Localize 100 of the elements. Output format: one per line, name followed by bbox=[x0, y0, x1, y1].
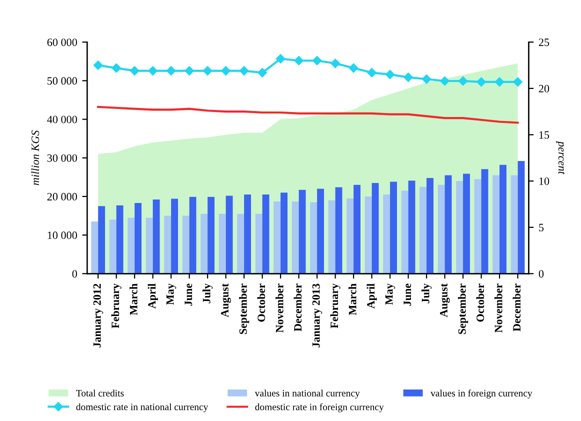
bar bbox=[354, 184, 360, 274]
x-tick-label: August bbox=[440, 283, 450, 318]
legend-label: Total credits bbox=[76, 390, 124, 396]
x-tick-label: February bbox=[111, 283, 122, 328]
bar bbox=[510, 175, 518, 274]
x-tick-label: September bbox=[239, 284, 250, 334]
x-tick-label: July bbox=[202, 283, 213, 304]
x-tick-label: September bbox=[458, 284, 468, 334]
bar bbox=[262, 194, 270, 274]
x-tick-label: June bbox=[184, 284, 192, 306]
y-tick-label: 60 000 bbox=[47, 38, 78, 46]
point bbox=[367, 68, 376, 78]
point bbox=[148, 66, 158, 76]
y2-tick-label: 20 bbox=[538, 84, 550, 92]
bar bbox=[237, 214, 244, 274]
x-tick-label: November bbox=[276, 284, 284, 333]
point bbox=[312, 56, 322, 66]
bar bbox=[317, 188, 324, 274]
bar bbox=[280, 192, 288, 274]
legend-label: values in national currency bbox=[254, 390, 360, 398]
bar bbox=[401, 190, 408, 274]
bar bbox=[364, 196, 372, 274]
point bbox=[513, 77, 522, 87]
line-series bbox=[97, 106, 519, 124]
bar bbox=[189, 196, 196, 274]
y2-tick-label: 25 bbox=[538, 38, 550, 46]
bar bbox=[518, 160, 525, 274]
point bbox=[184, 66, 194, 76]
x-tick-label: February bbox=[330, 283, 340, 328]
bar bbox=[244, 194, 251, 274]
bar bbox=[463, 174, 470, 274]
bar bbox=[481, 169, 488, 274]
bar bbox=[420, 186, 427, 274]
x-tick-label: October bbox=[476, 284, 484, 322]
y2-axis-title: percent bbox=[556, 140, 565, 175]
bar bbox=[426, 178, 434, 274]
point bbox=[404, 72, 413, 82]
x-tick-label: August bbox=[221, 283, 231, 318]
bar bbox=[152, 200, 160, 274]
x-tick-label: June bbox=[404, 284, 412, 306]
bar bbox=[456, 181, 464, 274]
y2-tick-label: 0 bbox=[538, 270, 544, 278]
y-axis-title: million KGS bbox=[31, 130, 40, 186]
bar bbox=[128, 218, 135, 274]
x-tick-label: January 2013 bbox=[312, 284, 322, 348]
y-tick-label: 40 000 bbox=[47, 116, 78, 124]
x-tick-label: November bbox=[494, 284, 502, 333]
bar bbox=[109, 220, 116, 274]
x-tick-label: May bbox=[166, 283, 176, 305]
bar bbox=[292, 201, 299, 274]
y2-tick-label: 15 bbox=[539, 131, 550, 139]
bar bbox=[200, 214, 208, 274]
point bbox=[112, 63, 121, 73]
point bbox=[458, 76, 468, 86]
y-tick-label: 20 000 bbox=[47, 192, 78, 200]
bar bbox=[274, 201, 281, 274]
bar bbox=[383, 194, 390, 274]
y2-tick-label: 10 bbox=[539, 177, 550, 185]
bar bbox=[226, 196, 233, 274]
point bbox=[440, 76, 450, 86]
x-tick-label: May bbox=[385, 283, 396, 305]
x-tick-label: March bbox=[130, 284, 138, 316]
bar bbox=[298, 190, 306, 274]
point bbox=[130, 66, 140, 76]
point bbox=[294, 56, 304, 66]
bar bbox=[310, 202, 318, 274]
bar bbox=[171, 198, 178, 274]
point bbox=[348, 63, 358, 73]
x-tick-label: December bbox=[512, 284, 521, 332]
bar bbox=[218, 214, 226, 274]
x-tick-label: January 2012 bbox=[93, 284, 104, 348]
y-tick-label: 30 000 bbox=[47, 154, 78, 162]
y-tick-label: 50 000 bbox=[48, 77, 78, 85]
bar bbox=[328, 200, 336, 274]
x-tick-label: April bbox=[148, 284, 158, 309]
x-tick-label: April bbox=[366, 284, 377, 309]
x-tick-label: July bbox=[421, 283, 432, 304]
bar bbox=[182, 216, 190, 274]
point bbox=[166, 66, 176, 76]
x-tick-label: December bbox=[294, 284, 302, 332]
bar bbox=[335, 187, 342, 274]
y-tick-label: 10 000 bbox=[48, 232, 78, 240]
legend-label: values in foreign currency bbox=[430, 390, 532, 398]
bar bbox=[408, 180, 416, 274]
x-tick-label: March bbox=[348, 284, 356, 316]
bar bbox=[372, 182, 379, 274]
point bbox=[494, 77, 504, 87]
legend-label: domestic rate in national currency bbox=[76, 403, 208, 412]
bar bbox=[500, 164, 506, 274]
bar bbox=[474, 179, 482, 274]
y2-tick-label: 5 bbox=[539, 224, 544, 232]
bar bbox=[208, 196, 215, 274]
bar bbox=[438, 184, 445, 274]
point bbox=[330, 58, 340, 68]
bar bbox=[164, 216, 172, 274]
bar bbox=[134, 203, 142, 274]
point bbox=[221, 66, 230, 76]
point bbox=[276, 54, 286, 64]
bar bbox=[444, 175, 452, 274]
bar bbox=[146, 218, 153, 274]
